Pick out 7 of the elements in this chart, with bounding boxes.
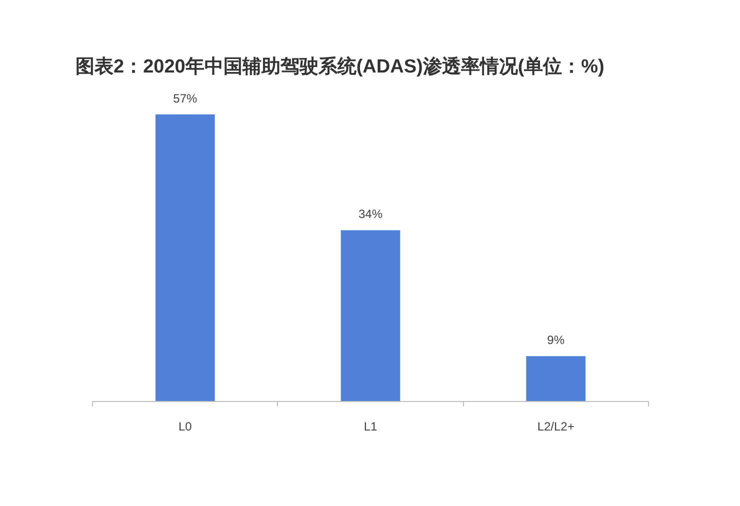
data-label: 57% bbox=[173, 91, 198, 106]
data-label: 9% bbox=[547, 333, 565, 348]
data-label: 34% bbox=[358, 207, 383, 222]
x-tick-label: L2/L2+ bbox=[537, 420, 574, 434]
x-tick-label: L0 bbox=[178, 420, 192, 434]
x-tick-label: L1 bbox=[364, 420, 378, 434]
chart-title: 图表2：2020年中国辅助驾驶系统(ADAS)渗透率情况(单位：%) bbox=[76, 56, 604, 78]
